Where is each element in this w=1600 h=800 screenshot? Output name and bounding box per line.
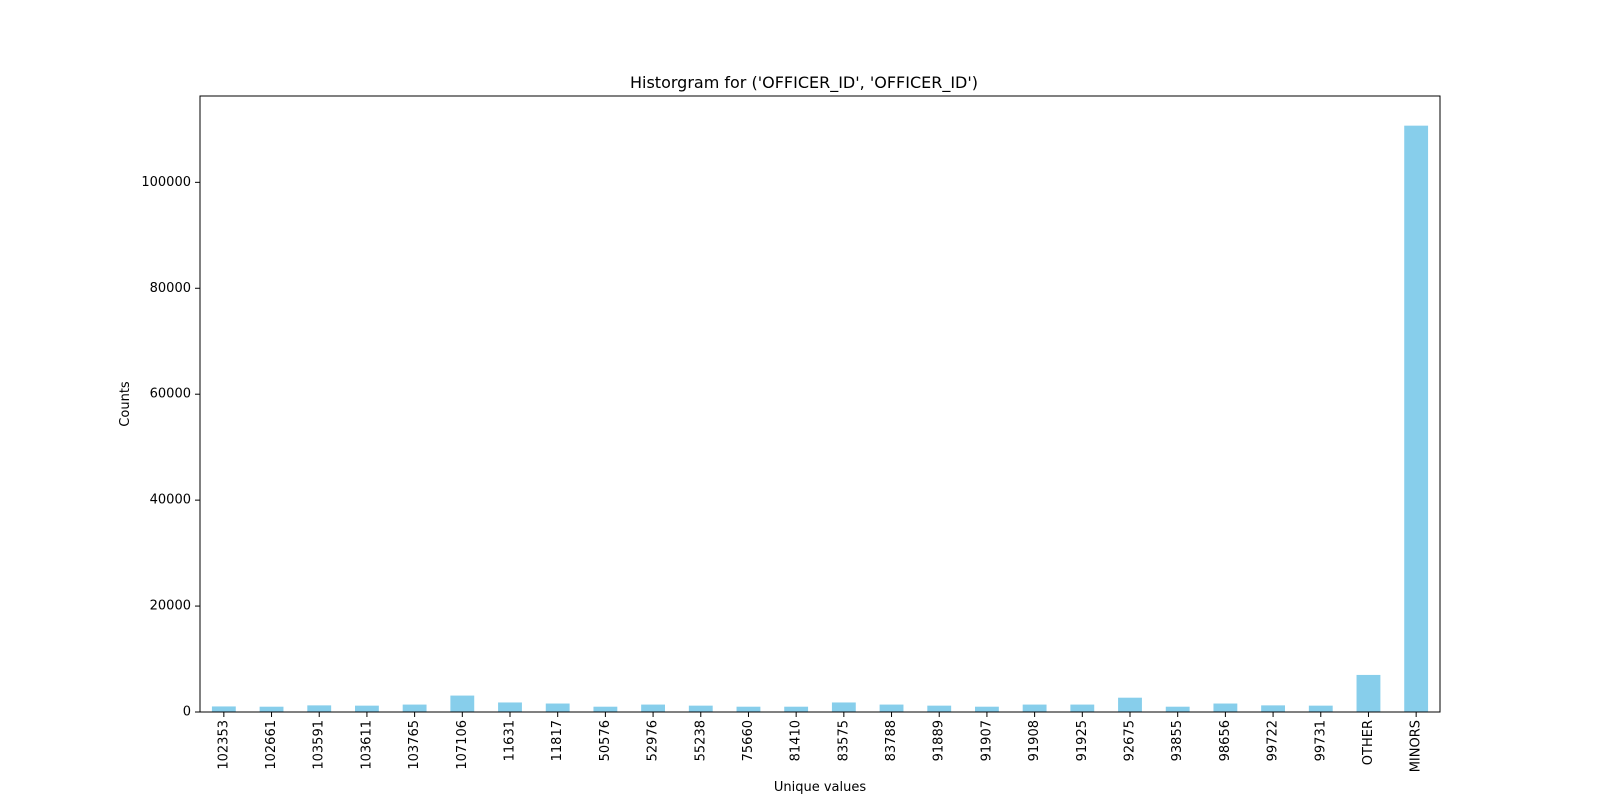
bar-91925 — [1070, 704, 1095, 712]
bar-102661 — [259, 706, 284, 712]
y-tick-label: 0 — [183, 705, 191, 720]
bar-83788 — [879, 704, 904, 712]
bar-92675 — [1118, 697, 1142, 712]
x-tick-label: 75660 — [741, 720, 756, 761]
x-tick-label: 102661 — [264, 720, 279, 770]
x-tick-label: 91889 — [932, 720, 947, 761]
y-tick-label: 80000 — [150, 281, 191, 296]
x-axis-ticks: 102353 102661 103591 103611 103765 107106 1163… — [216, 712, 1424, 772]
x-tick-label: 93855 — [1170, 720, 1185, 761]
x-tick-label: 91908 — [1027, 720, 1042, 761]
bar-52976 — [641, 704, 665, 712]
x-tick-label: MINORS — [1409, 720, 1424, 772]
x-tick-label: 11631 — [503, 720, 518, 761]
bar-91907 — [975, 706, 999, 712]
bar-83575 — [831, 702, 856, 712]
x-tick-label: 11817 — [550, 720, 565, 761]
y-tick-label: 100000 — [141, 175, 191, 190]
bar-91889 — [927, 705, 952, 712]
bar-103611 — [355, 705, 379, 712]
x-tick-label: 83575 — [836, 720, 851, 761]
x-tick-label: 103591 — [312, 720, 327, 770]
bar-102353 — [211, 706, 236, 712]
x-tick-label: 92675 — [1123, 720, 1138, 761]
bars-group — [211, 125, 1429, 712]
bar-11817 — [545, 703, 570, 712]
x-tick-label: 55238 — [693, 720, 708, 761]
x-tick-label: 99731 — [1313, 720, 1328, 761]
x-tick-label: 91925 — [1075, 720, 1090, 761]
bar-55238 — [688, 705, 713, 712]
bar-98656 — [1213, 703, 1238, 712]
bar-99722 — [1261, 705, 1285, 712]
bar-107106 — [450, 695, 475, 712]
x-tick-label: 103765 — [407, 720, 422, 770]
x-axis-label: Unique values — [774, 780, 866, 795]
bar-99731 — [1308, 705, 1333, 712]
bar-91908 — [1022, 704, 1047, 712]
y-tick-label: 40000 — [150, 493, 191, 508]
x-tick-label: 50576 — [598, 720, 613, 761]
bar-75660 — [736, 706, 761, 712]
x-tick-label: 102353 — [216, 720, 231, 770]
bar-103591 — [307, 705, 332, 712]
x-tick-label: 81410 — [789, 720, 804, 761]
x-tick-label: 107106 — [455, 720, 470, 770]
bar-93855 — [1165, 706, 1190, 712]
x-tick-label: 99722 — [1266, 720, 1281, 761]
x-tick-label: 103611 — [359, 720, 374, 770]
x-tick-label: 83788 — [884, 720, 899, 761]
x-tick-label: OTHER — [1361, 720, 1376, 765]
x-tick-label: 98656 — [1218, 720, 1233, 761]
y-tick-label: 20000 — [150, 599, 191, 614]
bar-81410 — [784, 706, 809, 712]
x-tick-label: 91907 — [979, 720, 994, 761]
y-axis-ticks: 0 20000 40000 60000 80000 100000 — [141, 175, 200, 720]
bar-MINORS — [1404, 125, 1429, 712]
bar-103765 — [402, 704, 427, 712]
plot-frame — [199, 95, 1441, 713]
bar-OTHER — [1356, 674, 1381, 712]
chart-title: Historgram for ('OFFICER_ID', 'OFFICER_I… — [630, 73, 978, 93]
bar-50576 — [593, 706, 618, 712]
bar-11631 — [498, 702, 522, 712]
y-tick-label: 60000 — [150, 387, 191, 402]
y-axis-label: Counts — [118, 381, 133, 427]
x-tick-label: 52976 — [646, 720, 661, 761]
